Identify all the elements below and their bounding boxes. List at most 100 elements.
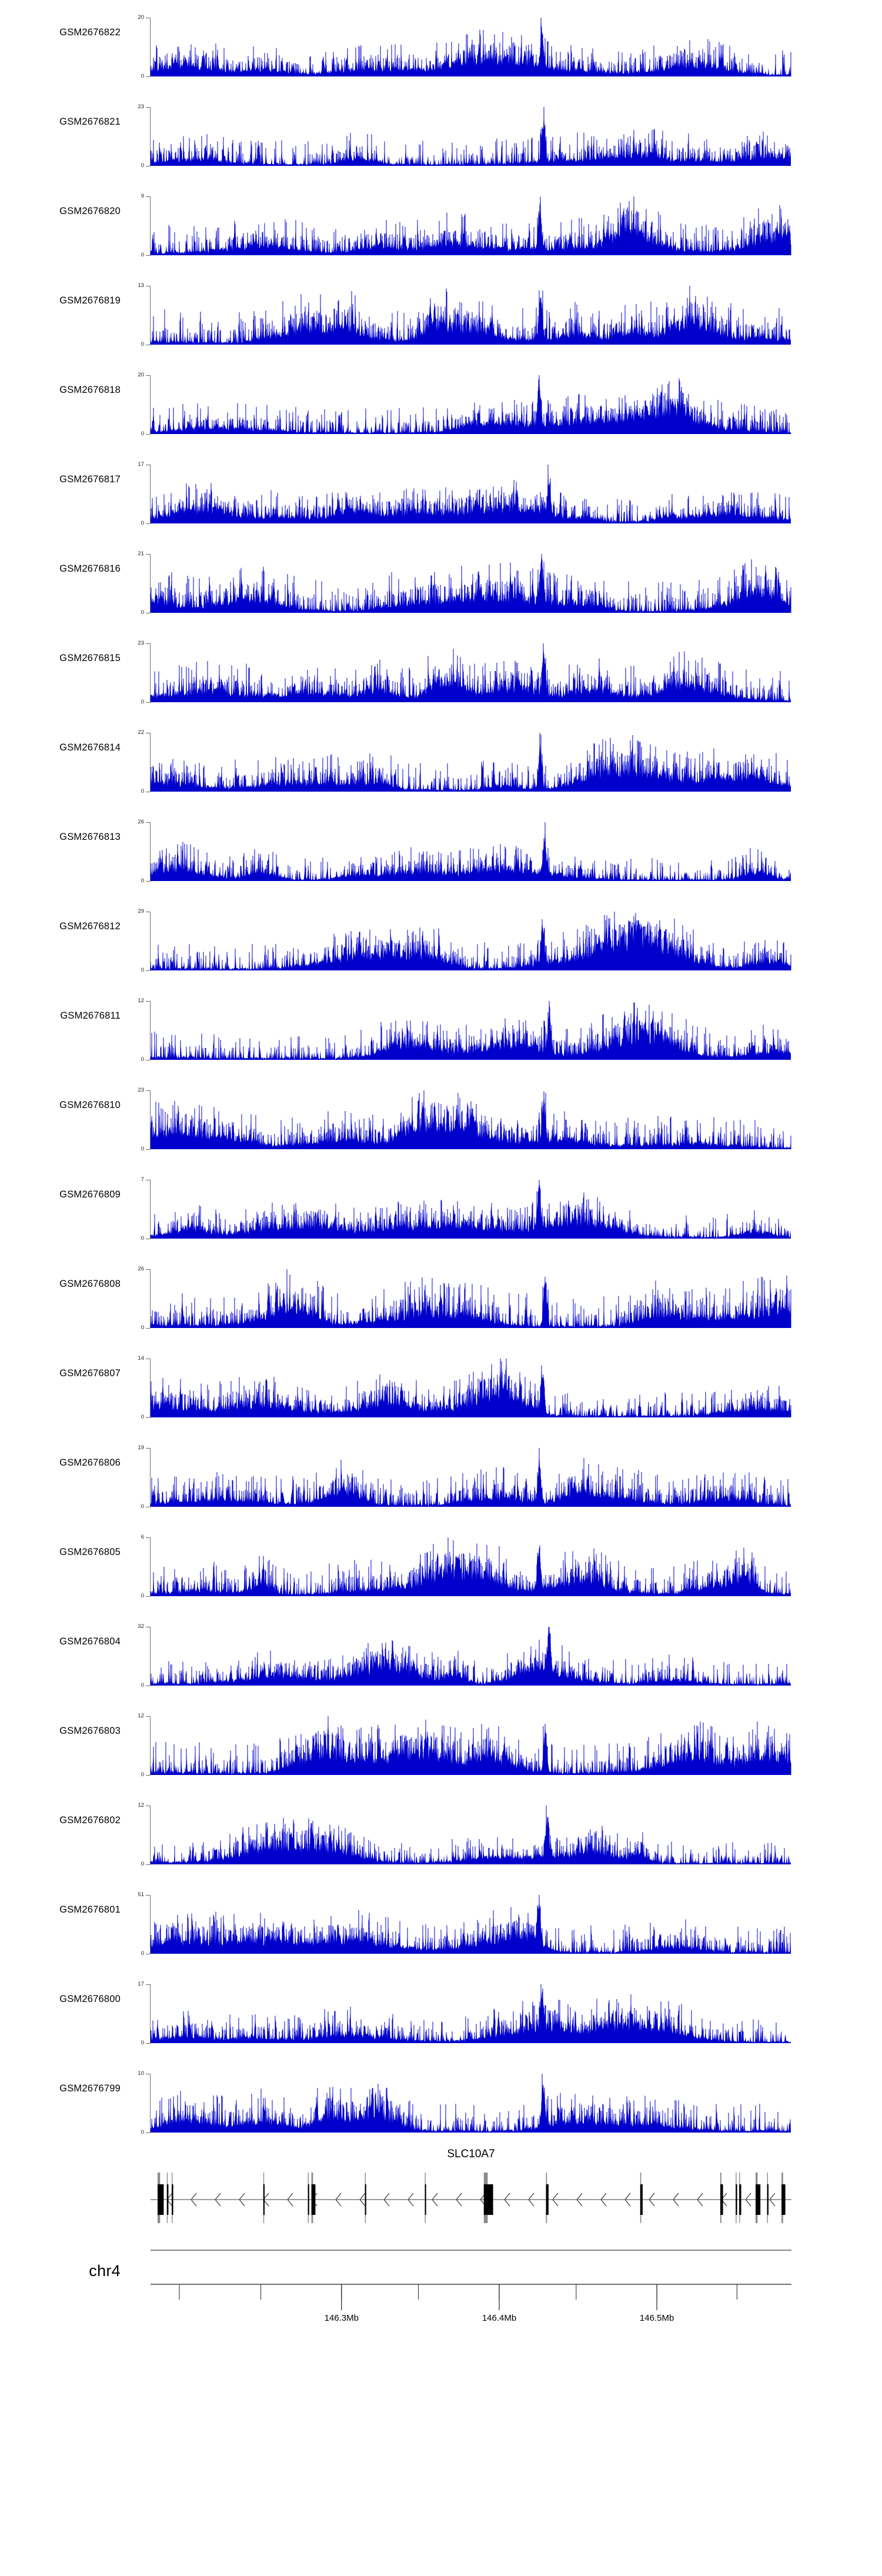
coverage-plot-area[interactable] [151,2074,791,2133]
track-label-GSM2676800: GSM2676800 [59,1994,121,2004]
y-tick-max [146,1448,151,1449]
track-y-axis: 23 0 [125,1087,151,1152]
coverage-plot-area[interactable] [151,1090,791,1149]
coverage-track: GSM2676808 26 0 [0,1252,882,1341]
coverage-plot-area[interactable] [151,1537,791,1596]
chromosome-axis: chr4 146.3Mb 146.4Mb 146.5Mb [0,2234,882,2345]
track-y-axis: 32 0 [125,1624,151,1689]
track-y-axis: 23 0 [125,640,151,705]
coverage-track: GSM2676814 22 0 [0,715,882,805]
y-tick-max [146,1001,151,1002]
gene-track: SLC10A7 [0,2145,882,2234]
coverage-plot-area[interactable] [151,1806,791,1864]
y-tick-min [146,1864,151,1865]
gene-model-diagram[interactable] [151,2169,791,2230]
y-axis-line [150,18,151,76]
coverage-plot-area[interactable] [151,912,791,970]
track-label-GSM2676813: GSM2676813 [59,832,121,842]
track-label-GSM2676804: GSM2676804 [59,1636,121,1647]
track-label-GSM2676812: GSM2676812 [59,921,121,932]
coverage-plot-area[interactable] [151,18,791,76]
coverage-track: GSM2676821 23 0 [0,89,882,179]
coverage-plot-area[interactable] [151,554,791,613]
coverage-plot-area[interactable] [151,822,791,881]
track-label-GSM2676814: GSM2676814 [59,742,121,753]
y-tick-min [146,970,151,971]
track-label-GSM2676819: GSM2676819 [59,295,121,306]
coverage-plot-area[interactable] [151,1359,791,1417]
coverage-track: GSM2676810 23 0 [0,1073,882,1162]
y-tick-min-label: 0 [141,788,144,795]
y-tick-min-label: 0 [141,73,144,79]
track-label-GSM2676818: GSM2676818 [59,385,121,395]
coverage-plot-area[interactable] [151,465,791,523]
coverage-plot-area[interactable] [151,1716,791,1775]
y-tick-min-label: 0 [141,1056,144,1063]
track-label-GSM2676810: GSM2676810 [59,1100,121,1110]
coverage-track: GSM2676816 21 0 [0,536,882,626]
y-tick-max-label: 23 [138,640,144,646]
coverage-track: GSM2676812 29 0 [0,894,882,983]
y-tick-min-label: 0 [141,1861,144,1867]
track-label-GSM2676816: GSM2676816 [59,563,121,574]
y-tick-min [146,881,151,882]
y-tick-max-label: 26 [138,1266,144,1272]
y-tick-max-label: 19 [138,1444,144,1451]
coverage-plot-area[interactable] [151,196,791,255]
coverage-plot-area[interactable] [151,643,791,702]
coverage-plot-area[interactable] [151,1269,791,1328]
track-y-axis: 20 0 [125,372,151,437]
coverage-plot-area[interactable] [151,1180,791,1239]
y-axis-line [150,822,151,881]
coverage-plot-area[interactable] [151,107,791,166]
coverage-track: GSM2676815 23 0 [0,626,882,715]
coverage-plot-area[interactable] [151,375,791,434]
coverage-track: GSM2676817 17 0 [0,447,882,536]
y-tick-min-label: 0 [141,341,144,348]
y-tick-min [146,1596,151,1597]
y-axis-line [150,733,151,792]
track-label-GSM2676817: GSM2676817 [59,474,121,485]
coverage-plot-area[interactable] [151,1001,791,1060]
coverage-track: GSM2676800 17 0 [0,1967,882,2056]
y-tick-max-label: 51 [138,1891,144,1898]
y-tick-min [146,1775,151,1776]
track-y-axis: 51 0 [125,1891,151,1956]
y-tick-min-label: 0 [141,877,144,884]
coverage-track: GSM2676799 10 0 [0,2056,882,2145]
y-axis-line [150,1359,151,1417]
y-tick-max [146,1537,151,1538]
y-axis-line [150,554,151,613]
track-y-axis: 22 0 [125,730,151,795]
y-tick-min-label: 0 [141,1324,144,1331]
y-tick-max-label: 14 [138,1355,144,1362]
coverage-plot-area[interactable] [151,1448,791,1507]
y-tick-min-label: 0 [141,609,144,616]
y-tick-min-label: 0 [141,431,144,437]
y-tick-max [146,1984,151,1985]
y-tick-min [146,1328,151,1329]
y-tick-min-label: 0 [141,1682,144,1689]
coverage-plot-area[interactable] [151,733,791,792]
track-y-axis: 21 0 [125,551,151,616]
coverage-plot-area[interactable] [151,1627,791,1686]
track-label-GSM2676821: GSM2676821 [59,116,121,127]
coverage-plot-area[interactable] [151,1895,791,1954]
coverage-track: GSM2676803 12 0 [0,1699,882,1788]
track-label-GSM2676805: GSM2676805 [59,1547,121,1557]
y-tick-min-label: 0 [141,1593,144,1599]
y-tick-max [146,1269,151,1270]
y-tick-min-label: 0 [141,520,144,526]
coverage-plot-area[interactable] [151,286,791,345]
coverage-plot-area[interactable] [151,1984,791,2043]
y-axis-line [150,1090,151,1149]
track-label-GSM2676815: GSM2676815 [59,653,121,663]
y-axis-line [150,1448,151,1507]
y-tick-min-label: 0 [141,699,144,705]
y-tick-min-label: 0 [141,967,144,973]
genome-coordinate-axis[interactable]: 146.3Mb 146.4Mb 146.5Mb [151,2244,791,2327]
track-label-GSM2676811: GSM2676811 [60,1010,121,1021]
